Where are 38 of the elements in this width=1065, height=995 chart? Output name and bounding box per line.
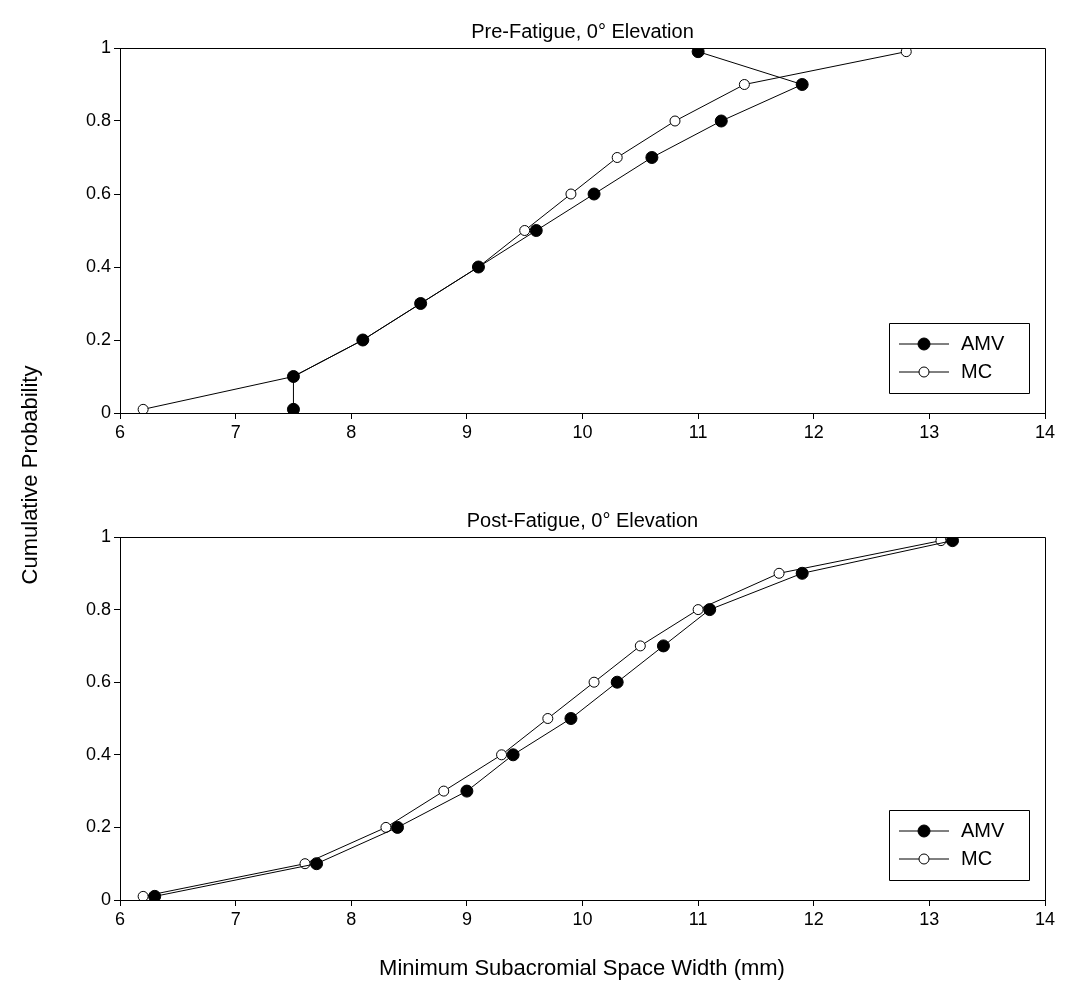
x-tick-label: 11 [688,908,708,929]
y-axis-title: Cumulative Probability [17,365,43,585]
x-tick-label: 10 [572,421,593,442]
legend-label: AMV [961,818,1005,841]
x-tick-label: 6 [114,421,126,442]
x-tick-label: 12 [803,421,824,442]
y-tick-label: 1 [100,36,111,57]
y-tick-label: 0.2 [85,816,111,837]
y-tick-label: 1 [100,525,111,546]
x-tick-label: 14 [1034,421,1056,442]
x-tick-label: 7 [230,908,241,929]
y-tick-label: 0.8 [85,598,111,619]
legend-label: MC [961,359,993,382]
y-tick-label: 0.6 [85,671,111,692]
x-tick-label: 8 [346,908,357,929]
x-tick-label: 12 [803,908,824,929]
legend-label: AMV [961,331,1005,354]
y-tick-label: 0.4 [85,743,111,764]
x-tick-label: 10 [572,908,593,929]
y-tick-label: 0.6 [85,182,111,203]
chart-title: Pre-Fatigue, 0° Elevation [471,19,694,42]
x-tick-label: 9 [461,421,472,442]
x-tick-label: 7 [230,421,241,442]
y-tick-label: 0.2 [85,328,111,349]
x-tick-label: 13 [919,908,940,929]
x-tick-label: 8 [346,421,357,442]
y-tick-label: 0 [100,888,111,909]
x-tick-label: 14 [1034,908,1056,929]
y-tick-label: 0.8 [85,109,111,130]
legend-label: MC [961,846,993,869]
x-axis-title: Minimum Subacromial Space Width (mm) [379,955,785,981]
y-tick-label: 0 [100,401,111,422]
chart-title: Post-Fatigue, 0° Elevation [466,508,699,531]
x-tick-label: 11 [688,421,708,442]
y-tick-label: 0.4 [85,255,111,276]
x-tick-label: 6 [114,908,126,929]
x-tick-label: 13 [919,421,940,442]
x-tick-label: 9 [461,908,472,929]
